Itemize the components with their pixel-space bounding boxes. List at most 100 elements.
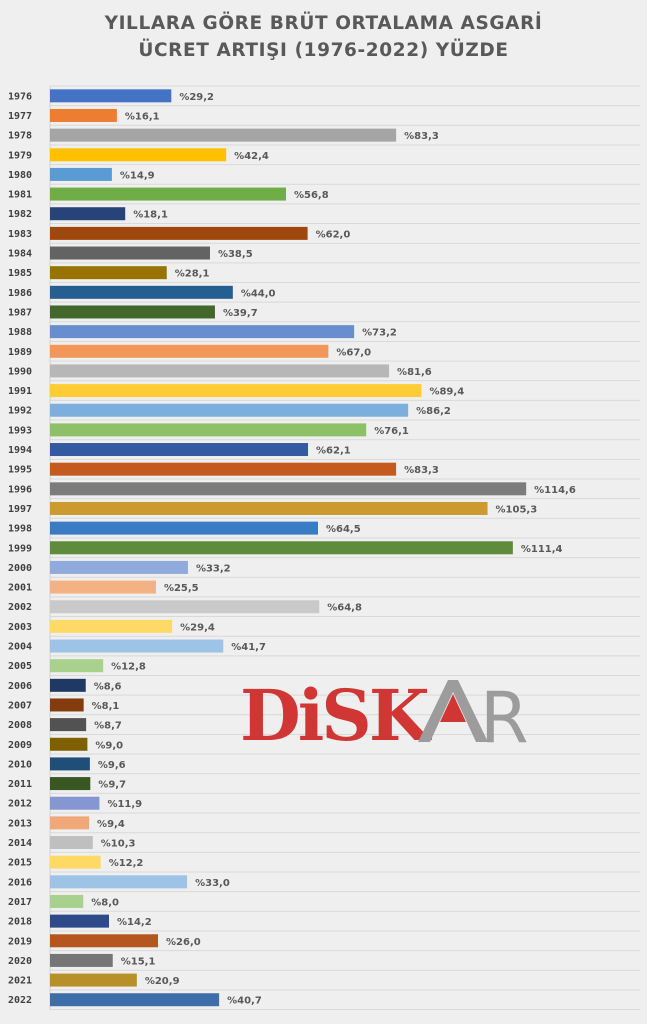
data-label-2003: %29,4: [180, 622, 215, 633]
data-label-1976: %29,2: [179, 92, 214, 103]
data-label-2000: %33,2: [196, 563, 231, 574]
data-label-2009: %9,0: [95, 740, 123, 751]
bar-1982: [50, 207, 126, 221]
bar-1992: [50, 403, 409, 417]
data-label-1993: %76,1: [374, 426, 409, 437]
data-label-2006: %8,6: [94, 681, 122, 692]
year-label-1984: 1984: [8, 249, 32, 260]
bar-2007: [50, 698, 84, 712]
year-label-1989: 1989: [8, 347, 32, 358]
data-label-1985: %28,1: [175, 269, 210, 280]
year-label-1976: 1976: [8, 91, 32, 102]
year-label-1995: 1995: [8, 465, 32, 476]
year-label-1986: 1986: [8, 288, 32, 299]
data-label-2018: %14,2: [117, 917, 152, 928]
year-label-1985: 1985: [8, 268, 32, 279]
data-label-2002: %64,8: [327, 603, 362, 614]
bar-2010: [50, 757, 90, 771]
bar-1990: [50, 364, 390, 378]
bar-1987: [50, 305, 215, 319]
year-label-1996: 1996: [8, 484, 32, 495]
year-label-1992: 1992: [8, 406, 32, 417]
data-label-1984: %38,5: [218, 249, 253, 260]
data-label-2019: %26,0: [166, 937, 201, 948]
year-label-2007: 2007: [8, 700, 32, 711]
year-label-2005: 2005: [8, 661, 32, 672]
data-label-2004: %41,7: [231, 642, 266, 653]
bar-1995: [50, 462, 397, 476]
data-label-2022: %40,7: [227, 996, 262, 1007]
year-label-2006: 2006: [8, 681, 32, 692]
data-label-1999: %111,4: [521, 544, 563, 555]
chart-title-line-2: ÜCRET ARTIŞI (1976-2022) YÜZDE: [138, 40, 509, 61]
data-label-2008: %8,7: [94, 721, 122, 732]
year-label-1979: 1979: [8, 150, 32, 161]
year-label-1977: 1977: [8, 111, 32, 122]
bar-2009: [50, 737, 88, 751]
data-label-1987: %39,7: [223, 308, 258, 319]
data-label-2007: %8,1: [92, 701, 120, 712]
data-label-1979: %42,4: [234, 151, 269, 162]
bar-1994: [50, 443, 309, 457]
data-label-2011: %9,7: [98, 780, 126, 791]
data-label-2014: %10,3: [101, 839, 136, 850]
bar-2008: [50, 718, 87, 732]
year-label-2002: 2002: [8, 602, 32, 613]
data-label-1990: %81,6: [397, 367, 432, 378]
data-label-1986: %44,0: [241, 288, 276, 299]
year-label-2013: 2013: [8, 818, 32, 829]
year-label-1981: 1981: [8, 190, 32, 201]
year-label-2003: 2003: [8, 622, 32, 633]
bar-1985: [50, 266, 167, 280]
data-label-2021: %20,9: [145, 976, 180, 987]
data-label-1988: %73,2: [362, 328, 397, 339]
year-label-2012: 2012: [8, 799, 32, 810]
year-label-2009: 2009: [8, 740, 32, 751]
bar-1986: [50, 285, 233, 299]
data-label-1983: %62,0: [316, 229, 351, 240]
svg-text:DiSK: DiSK: [240, 674, 432, 752]
svg-text:R: R: [480, 677, 529, 752]
bar-1996: [50, 482, 527, 496]
chart-title-line-1: YILLARA GÖRE BRÜT ORTALAMA ASGARİ: [104, 13, 543, 34]
bar-2002: [50, 600, 320, 614]
data-label-2010: %9,6: [98, 760, 126, 771]
bar-2001: [50, 580, 156, 594]
year-label-2020: 2020: [8, 956, 32, 967]
data-label-1995: %83,3: [404, 465, 439, 476]
bar-1978: [50, 128, 397, 142]
data-label-1992: %86,2: [416, 406, 451, 417]
bar-1997: [50, 501, 488, 515]
data-label-2016: %33,0: [195, 878, 230, 889]
bar-2022: [50, 993, 220, 1007]
bar-1991: [50, 384, 422, 398]
year-label-2022: 2022: [8, 995, 32, 1006]
year-label-1988: 1988: [8, 327, 32, 338]
bar-1988: [50, 325, 355, 339]
bar-2015: [50, 855, 101, 869]
data-label-2020: %15,1: [121, 956, 156, 967]
year-label-1997: 1997: [8, 504, 32, 515]
data-label-1994: %62,1: [316, 446, 351, 457]
year-label-2008: 2008: [8, 720, 32, 731]
data-label-1991: %89,4: [429, 387, 464, 398]
bar-2006: [50, 678, 86, 692]
diskar-logo: DiSK R: [240, 674, 529, 752]
year-label-2011: 2011: [8, 779, 32, 790]
bar-1999: [50, 541, 513, 555]
year-label-1991: 1991: [8, 386, 32, 397]
bar-2012: [50, 796, 100, 810]
bar-2017: [50, 894, 84, 908]
bar-1981: [50, 187, 287, 201]
bar-2019: [50, 934, 159, 948]
data-label-1997: %105,3: [496, 504, 538, 515]
year-label-2019: 2019: [8, 936, 32, 947]
bar-1989: [50, 344, 329, 358]
year-label-2001: 2001: [8, 583, 32, 594]
data-label-2005: %12,8: [111, 662, 146, 673]
year-label-1994: 1994: [8, 445, 32, 456]
year-label-1978: 1978: [8, 131, 32, 142]
bar-2011: [50, 777, 91, 791]
year-label-1980: 1980: [8, 170, 32, 181]
bar-2016: [50, 875, 188, 889]
